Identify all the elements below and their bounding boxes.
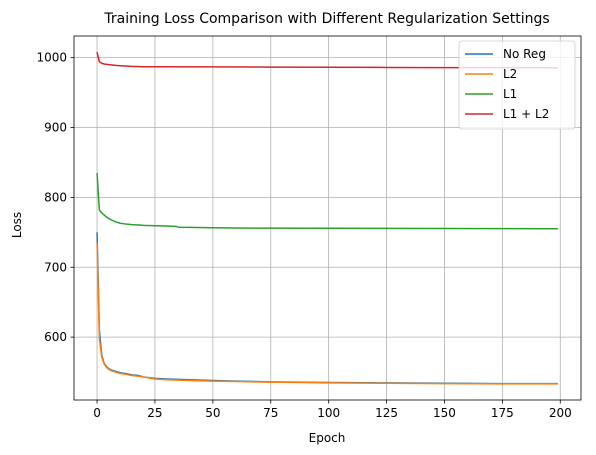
legend-label-no-reg: No Reg <box>503 47 546 61</box>
series-line-l1 <box>96 172 558 230</box>
series-line-l1-l2 <box>96 51 558 69</box>
x-tick-label-175: 175 <box>491 406 514 420</box>
x-tick-label-25: 25 <box>147 406 162 420</box>
series-line-no-reg <box>96 232 558 385</box>
series-line-l2 <box>96 242 558 385</box>
tick-layer: 0 25 50 75 100 125 150 175 200 600 700 800 900 1000 <box>36 51 571 420</box>
y-tick-label-800: 800 <box>44 190 67 204</box>
x-tick-label-150: 150 <box>433 406 456 420</box>
x-tick-label-100: 100 <box>317 406 340 420</box>
y-tick-label-600: 600 <box>44 330 67 344</box>
legend-label-l1-l2: L1 + L2 <box>503 107 549 121</box>
y-tick-label-1000: 1000 <box>36 51 67 65</box>
x-tick-label-125: 125 <box>375 406 398 420</box>
legend-label-l1: L1 <box>503 87 517 101</box>
y-axis-label: Loss <box>10 212 24 238</box>
y-tick-label-700: 700 <box>44 260 67 274</box>
chart-title: Training Loss Comparison with Different … <box>103 11 549 27</box>
x-tick-label-200: 200 <box>549 406 572 420</box>
y-tick-label-900: 900 <box>44 121 67 135</box>
x-axis-label: Epoch <box>309 431 346 445</box>
series-layer <box>96 51 558 385</box>
legend: No Reg L2 L1 L1 + L2 <box>458 40 576 130</box>
x-tick-label-75: 75 <box>263 406 278 420</box>
x-tick-label-50: 50 <box>205 406 220 420</box>
legend-box <box>458 40 576 130</box>
legend-label-l2: L2 <box>503 67 517 81</box>
x-tick-label-0: 0 <box>93 406 101 420</box>
plot-frame <box>73 35 582 401</box>
